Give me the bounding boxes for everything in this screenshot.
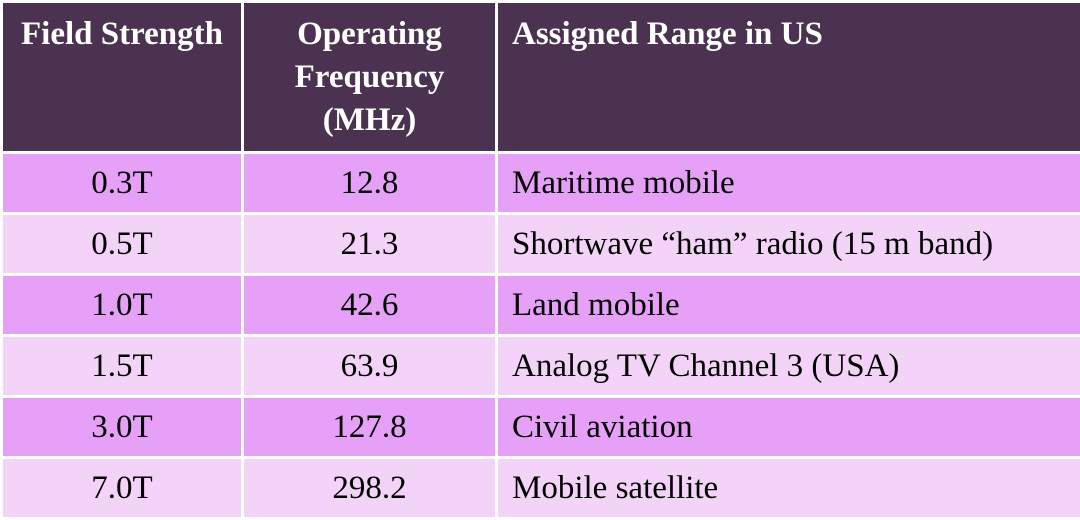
table-row: 7.0T 298.2 Mobile satellite xyxy=(2,458,1080,519)
table-row: 0.5T 21.3 Shortwave “ham” radio (15 m ba… xyxy=(2,214,1080,275)
cell-operating-frequency: 21.3 xyxy=(243,214,497,275)
cell-field-strength: 7.0T xyxy=(2,458,243,519)
cell-field-strength: 1.0T xyxy=(2,275,243,336)
table-row: 1.5T 63.9 Analog TV Channel 3 (USA) xyxy=(2,336,1080,397)
table-header: Field Strength Operating Frequency (MHz)… xyxy=(2,2,1080,153)
table-body: 0.3T 12.8 Maritime mobile 0.5T 21.3 Shor… xyxy=(2,153,1080,519)
cell-field-strength: 1.5T xyxy=(2,336,243,397)
cell-operating-frequency: 127.8 xyxy=(243,397,497,458)
cell-assigned-range: Civil aviation xyxy=(497,397,1080,458)
cell-field-strength: 0.3T xyxy=(2,153,243,214)
cell-field-strength: 3.0T xyxy=(2,397,243,458)
header-row: Field Strength Operating Frequency (MHz)… xyxy=(2,2,1080,153)
header-field-strength: Field Strength xyxy=(2,2,243,153)
cell-operating-frequency: 298.2 xyxy=(243,458,497,519)
cell-operating-frequency: 12.8 xyxy=(243,153,497,214)
table-row: 0.3T 12.8 Maritime mobile xyxy=(2,153,1080,214)
cell-assigned-range: Land mobile xyxy=(497,275,1080,336)
cell-assigned-range: Analog TV Channel 3 (USA) xyxy=(497,336,1080,397)
cell-assigned-range: Mobile satellite xyxy=(497,458,1080,519)
header-operating-frequency: Operating Frequency (MHz) xyxy=(243,2,497,153)
cell-operating-frequency: 63.9 xyxy=(243,336,497,397)
cell-assigned-range: Maritime mobile xyxy=(497,153,1080,214)
table-row: 3.0T 127.8 Civil aviation xyxy=(2,397,1080,458)
table-row: 1.0T 42.6 Land mobile xyxy=(2,275,1080,336)
header-assigned-range: Assigned Range in US xyxy=(497,2,1080,153)
cell-assigned-range: Shortwave “ham” radio (15 m band) xyxy=(497,214,1080,275)
cell-field-strength: 0.5T xyxy=(2,214,243,275)
cell-operating-frequency: 42.6 xyxy=(243,275,497,336)
